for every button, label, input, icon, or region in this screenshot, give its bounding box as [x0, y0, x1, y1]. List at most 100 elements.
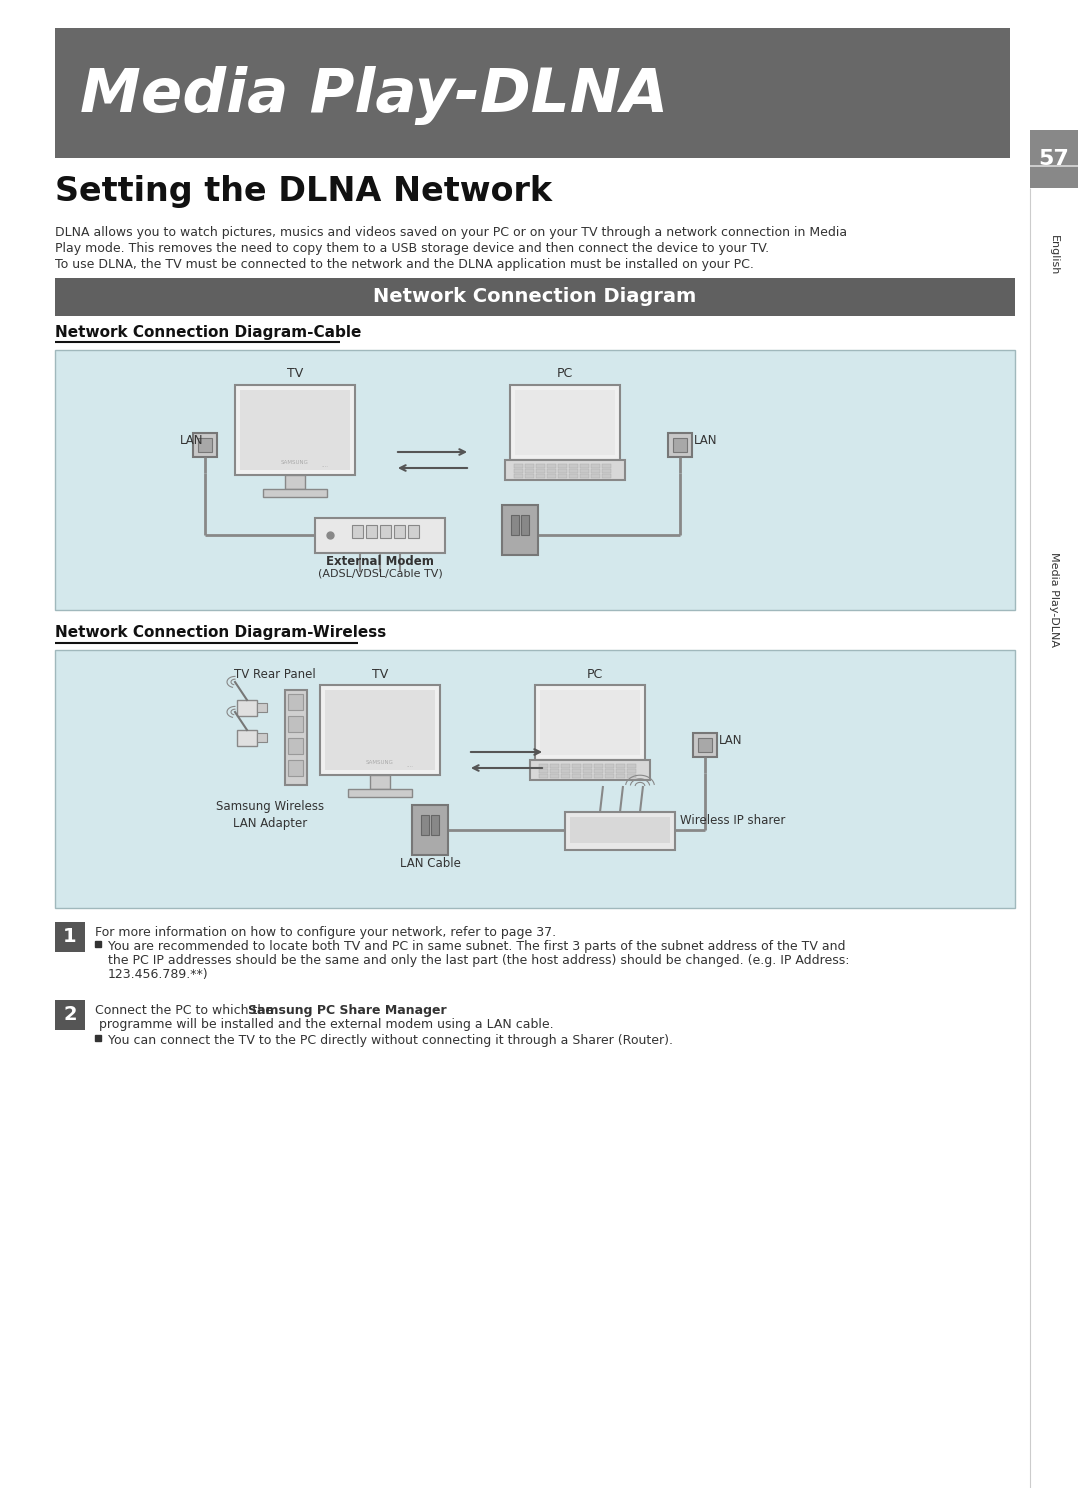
Text: Network Connection Diagram-Cable: Network Connection Diagram-Cable: [55, 324, 362, 339]
Text: the PC IP addresses should be the same and only the last part (the host address): the PC IP addresses should be the same a…: [108, 954, 850, 967]
Bar: [561, 769, 570, 772]
Bar: [240, 390, 350, 470]
Text: To use DLNA, the TV must be connected to the network and the DLNA application mu: To use DLNA, the TV must be connected to…: [55, 257, 754, 271]
Text: Media Play-DLNA: Media Play-DLNA: [80, 65, 669, 125]
Text: External Modem: External Modem: [326, 555, 434, 568]
Bar: [627, 774, 636, 778]
Bar: [431, 815, 438, 835]
Bar: [594, 763, 603, 768]
Bar: [257, 734, 267, 743]
Bar: [535, 684, 645, 760]
Text: Media Play-DLNA: Media Play-DLNA: [1049, 552, 1059, 647]
Bar: [394, 525, 405, 539]
Bar: [315, 518, 445, 554]
Bar: [569, 469, 578, 473]
Text: You are recommended to locate both TV and PC in same subnet. The first 3 parts o: You are recommended to locate both TV an…: [108, 940, 846, 952]
Bar: [580, 469, 589, 473]
Bar: [558, 464, 567, 469]
Bar: [558, 475, 567, 478]
Text: LAN Cable: LAN Cable: [400, 857, 460, 870]
Bar: [264, 490, 327, 497]
Text: DLNA allows you to watch pictures, musics and videos saved on your PC or on your: DLNA allows you to watch pictures, music…: [55, 226, 847, 240]
Text: LAN: LAN: [694, 433, 717, 446]
Bar: [1030, 129, 1078, 187]
Text: LAN: LAN: [180, 433, 203, 446]
Text: ....: ....: [322, 463, 328, 469]
Bar: [550, 774, 559, 778]
Bar: [511, 515, 519, 536]
Bar: [627, 769, 636, 772]
Bar: [257, 702, 267, 711]
Bar: [521, 515, 529, 536]
Bar: [616, 763, 625, 768]
Bar: [288, 716, 303, 732]
Bar: [591, 475, 600, 478]
Text: Samsung PC Share Manager: Samsung PC Share Manager: [248, 1004, 447, 1016]
Bar: [288, 693, 303, 710]
Bar: [698, 738, 712, 751]
Text: Network Connection Diagram: Network Connection Diagram: [374, 287, 697, 307]
Text: (ADSL/VDSL/Cable TV): (ADSL/VDSL/Cable TV): [318, 568, 443, 579]
Bar: [514, 464, 523, 469]
Bar: [193, 433, 217, 457]
Bar: [583, 763, 592, 768]
Bar: [583, 769, 592, 772]
Text: English: English: [1049, 235, 1059, 275]
Bar: [536, 464, 545, 469]
Bar: [421, 815, 429, 835]
Text: Samsung Wireless
LAN Adapter: Samsung Wireless LAN Adapter: [216, 801, 324, 830]
Bar: [288, 738, 303, 754]
Bar: [366, 525, 377, 539]
Bar: [411, 805, 448, 856]
Bar: [505, 460, 625, 481]
Text: Connect the PC to which the: Connect the PC to which the: [95, 1004, 276, 1016]
Bar: [594, 774, 603, 778]
Bar: [616, 769, 625, 772]
Text: Network Connection Diagram-Wireless: Network Connection Diagram-Wireless: [55, 625, 387, 640]
Bar: [569, 475, 578, 478]
Bar: [594, 769, 603, 772]
Bar: [550, 769, 559, 772]
Bar: [530, 760, 650, 780]
Bar: [561, 774, 570, 778]
Bar: [673, 437, 687, 452]
Bar: [572, 774, 581, 778]
Bar: [583, 774, 592, 778]
Bar: [602, 469, 611, 473]
Bar: [237, 699, 257, 716]
Bar: [352, 525, 363, 539]
Bar: [605, 774, 615, 778]
Bar: [565, 812, 675, 850]
Bar: [616, 774, 625, 778]
Bar: [546, 475, 556, 478]
Bar: [539, 763, 548, 768]
Bar: [570, 817, 670, 844]
Bar: [288, 760, 303, 777]
Bar: [546, 464, 556, 469]
Bar: [198, 437, 212, 452]
Text: 1: 1: [64, 927, 77, 946]
Bar: [55, 28, 1010, 158]
Bar: [693, 734, 717, 757]
Bar: [348, 789, 411, 798]
Bar: [569, 464, 578, 469]
Bar: [572, 763, 581, 768]
Bar: [605, 769, 615, 772]
Bar: [55, 1000, 85, 1030]
Bar: [320, 684, 440, 775]
Bar: [514, 469, 523, 473]
Bar: [370, 775, 390, 789]
Text: LAN: LAN: [719, 734, 743, 747]
Bar: [515, 390, 615, 455]
Bar: [285, 475, 305, 490]
Bar: [55, 650, 1015, 908]
Text: TV: TV: [372, 668, 388, 682]
Bar: [572, 769, 581, 772]
Bar: [237, 731, 257, 745]
Text: Wireless IP sharer: Wireless IP sharer: [680, 814, 785, 826]
Bar: [602, 475, 611, 478]
Bar: [536, 469, 545, 473]
Bar: [235, 385, 355, 475]
Bar: [539, 769, 548, 772]
Text: PC: PC: [557, 368, 573, 379]
